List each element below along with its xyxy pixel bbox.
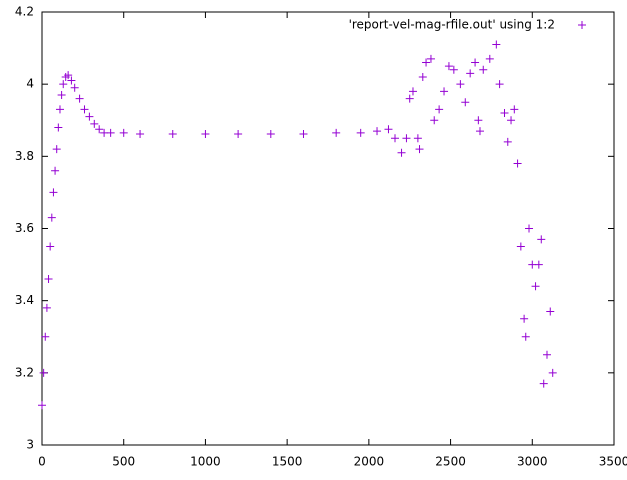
point	[461, 98, 470, 107]
point	[466, 69, 475, 78]
point	[537, 235, 546, 244]
x-tick-label: 1500	[272, 455, 303, 469]
point	[531, 282, 540, 291]
point	[201, 129, 210, 138]
point	[57, 90, 66, 99]
point	[513, 159, 522, 168]
x-tick-label: 500	[112, 455, 135, 469]
point	[492, 40, 501, 49]
point	[548, 368, 557, 377]
y-tick-label: 3.4	[15, 293, 34, 307]
y-tick-label: 3.2	[15, 365, 34, 379]
point	[70, 83, 79, 92]
x-tick-label: 2000	[354, 455, 385, 469]
legend-marker	[578, 21, 586, 29]
x-tick-label: 0	[38, 455, 46, 469]
point	[521, 332, 530, 341]
point	[51, 166, 60, 175]
point	[90, 119, 99, 128]
point	[507, 116, 516, 125]
point	[384, 125, 393, 134]
legend-label: 'report-vel-mag-rfile.out' using 1:2	[349, 18, 555, 32]
point	[234, 129, 243, 138]
point	[426, 54, 435, 63]
point	[391, 134, 400, 143]
point	[47, 213, 56, 222]
y-tick-label: 4.2	[15, 5, 34, 19]
point	[430, 116, 439, 125]
point	[418, 72, 427, 81]
point	[413, 134, 422, 143]
point	[67, 76, 76, 85]
point	[546, 307, 555, 316]
point	[54, 123, 63, 132]
point	[52, 145, 61, 154]
point	[500, 109, 509, 118]
point	[85, 112, 94, 121]
point	[534, 260, 543, 269]
point	[106, 128, 115, 137]
point	[266, 129, 275, 138]
point	[49, 188, 58, 197]
point	[119, 128, 128, 137]
point	[435, 105, 444, 114]
point	[415, 145, 424, 154]
x-tick-label: 3500	[599, 455, 627, 469]
point	[46, 242, 55, 251]
x-tick-label: 1000	[190, 455, 221, 469]
point	[39, 368, 48, 377]
point	[405, 94, 414, 103]
point	[168, 129, 177, 138]
point	[440, 87, 449, 96]
point	[44, 275, 53, 284]
point	[485, 54, 494, 63]
point	[525, 224, 534, 233]
point	[456, 80, 465, 89]
point	[516, 242, 525, 251]
point	[59, 80, 68, 89]
point	[422, 58, 431, 67]
point	[356, 128, 365, 137]
point	[299, 129, 308, 138]
point	[55, 105, 64, 114]
point	[520, 314, 529, 323]
y-tick-label: 3	[26, 438, 34, 452]
y-tick-label: 3.6	[15, 221, 34, 235]
point	[495, 80, 504, 89]
point	[449, 65, 458, 74]
point	[475, 127, 484, 136]
point	[64, 71, 73, 80]
point	[503, 137, 512, 146]
point	[397, 148, 406, 157]
point	[136, 129, 145, 138]
point	[41, 332, 50, 341]
point	[332, 128, 341, 137]
point	[38, 401, 46, 410]
y-tick-label: 3.8	[15, 149, 34, 163]
point	[510, 105, 519, 114]
point	[474, 116, 483, 125]
x-tick-label: 2500	[435, 455, 466, 469]
point	[444, 62, 453, 71]
point	[479, 65, 488, 74]
point	[95, 125, 104, 134]
point	[80, 105, 89, 114]
point	[471, 58, 480, 67]
point	[42, 303, 51, 312]
point	[542, 350, 551, 359]
y-tick-label: 4	[26, 77, 34, 91]
point	[539, 379, 548, 388]
point	[75, 94, 84, 103]
point	[373, 127, 382, 136]
point	[408, 87, 417, 96]
point	[402, 134, 411, 143]
x-tick-label: 3000	[517, 455, 548, 469]
